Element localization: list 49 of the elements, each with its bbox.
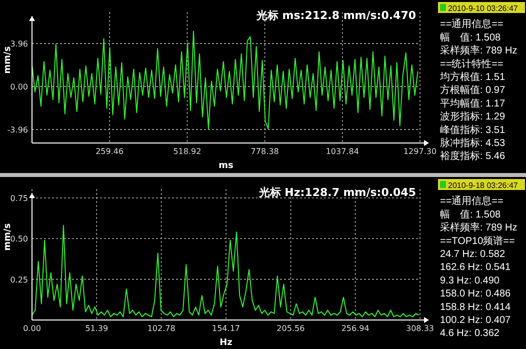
text: ==统计特性==	[440, 58, 504, 70]
x-tick-label: 205.56	[276, 324, 305, 332]
line-series	[32, 30, 418, 130]
y-axis-title: mm/s	[3, 46, 13, 74]
y-tick-label: 0.00	[10, 82, 28, 92]
text: 2010-9-10 03:26:47	[448, 4, 518, 13]
x-tick-label: 259.46	[96, 147, 124, 156]
chart-title: 光标 Hz:128.7 mm/s:0.045	[258, 186, 416, 198]
text: 采样频率: 789 Hz	[440, 221, 518, 234]
y-tick-label: 0.75	[10, 193, 28, 202]
text: 采样频率: 789 Hz	[440, 44, 518, 57]
y-tick-label: -3.96	[7, 126, 28, 135]
text: 幅 值: 1.508	[440, 31, 502, 44]
text: 方根幅值: 0.97	[440, 84, 506, 96]
text: 162.6 Hz: 0.541	[440, 262, 512, 273]
text: 2010-9-18 03:26:47	[448, 180, 518, 190]
text: 均方根值: 1.51	[439, 71, 506, 83]
text: 脉冲指标: 4.53	[440, 137, 506, 149]
x-tick-label: 1297.30	[403, 147, 437, 156]
text: 平均幅值: 1.17	[440, 97, 506, 110]
text: 波形指标: 1.29	[440, 110, 506, 123]
chart-title: 光标 ms:212.8 mm/s:0.470	[255, 9, 416, 22]
x-axis-title: ms	[218, 161, 234, 171]
text: 158.0 Hz: 0.486	[440, 288, 512, 300]
text: ==TOP10频谱==	[440, 234, 516, 246]
x-tick-label: 308.33	[406, 324, 434, 332]
text: 24.7 Hz: 0.582	[440, 248, 506, 260]
x-axis-title: Hz	[220, 338, 232, 348]
text: ==通用信息==	[440, 18, 504, 30]
x-tick-label: 1037.84	[326, 147, 359, 156]
x-tick-label: 51.39	[85, 324, 108, 332]
y-tick-label: 0.50	[10, 234, 28, 244]
x-tick-label: 518.92	[173, 147, 202, 156]
y-tick-label: 3.96	[10, 40, 28, 49]
x-tick-label: 154.17	[212, 324, 240, 332]
x-tick-label: 778.38	[250, 147, 279, 156]
line-series	[32, 224, 420, 317]
text: 158.8 Hz: 0.414	[440, 301, 512, 312]
x-tick-label: 102.78	[147, 324, 176, 332]
text: 9.3 Hz: 0.490	[440, 274, 500, 286]
text: 100.2 Hz: 0.407	[440, 314, 512, 326]
text: 峰值指标: 3.51	[440, 124, 506, 136]
text: ==通用信息==	[440, 194, 504, 207]
x-tick-label: 0.00	[23, 324, 41, 332]
text: 裕度指标: 5.46	[440, 150, 506, 162]
y-tick-label: 0.25	[10, 274, 28, 284]
text: 4.6 Hz: 0.362	[440, 328, 500, 339]
x-tick-label: 256.94	[341, 324, 370, 332]
text: 幅 值: 1.508	[440, 208, 502, 220]
